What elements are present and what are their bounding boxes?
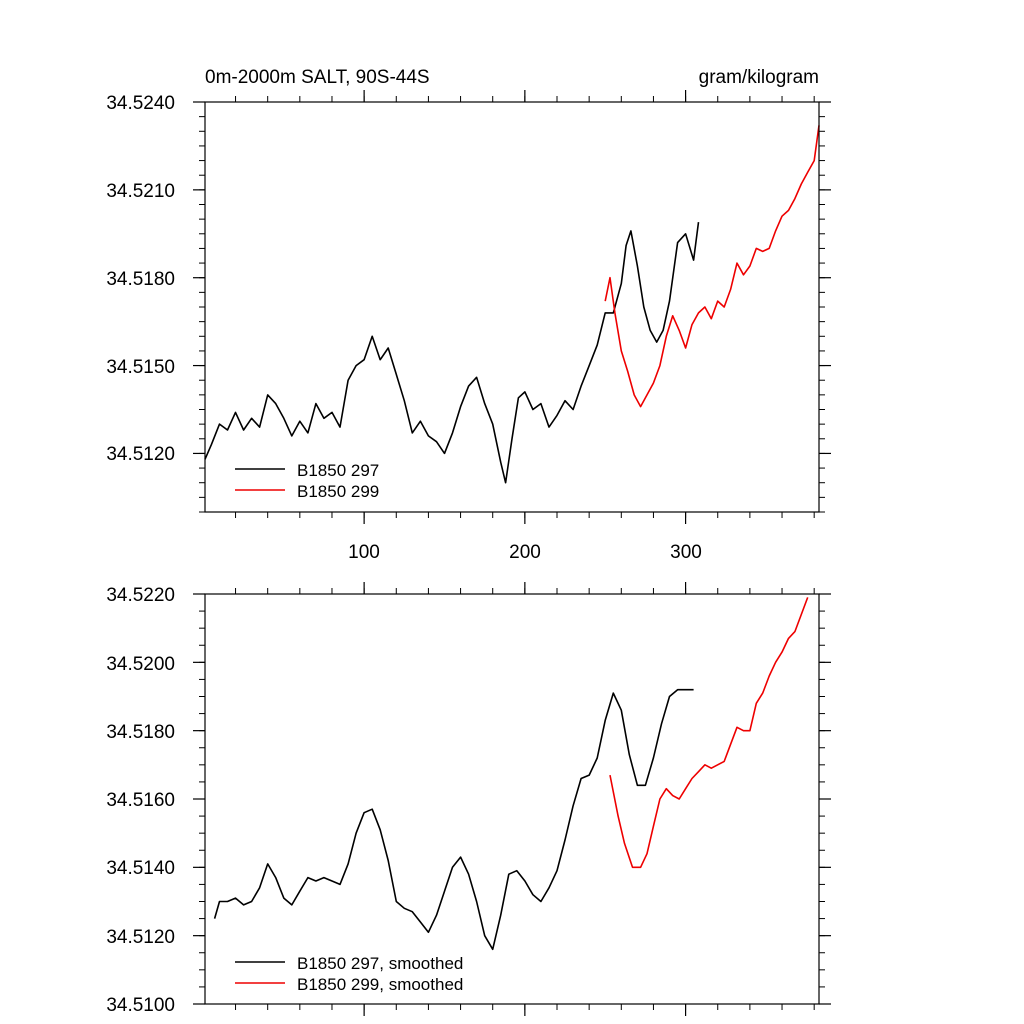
top-legend-label: B1850 297 xyxy=(297,461,379,480)
top-title-right: gram/kilogram xyxy=(699,67,819,88)
bottom-ytick-label: 34.5220 xyxy=(106,585,175,606)
top-series-b1850-297 xyxy=(204,221,700,484)
top-ytick-label: 34.5210 xyxy=(106,181,175,202)
top-ytick-label: 34.5150 xyxy=(106,357,175,378)
bottom-ytick-label: 34.5200 xyxy=(106,654,175,675)
bottom-plot-frame xyxy=(204,593,820,1005)
top-xtick-label: 100 xyxy=(348,542,380,563)
top-legend-label: B1850 299 xyxy=(297,482,379,501)
top-plot-frame xyxy=(204,101,820,513)
bottom-ytick-label: 34.5160 xyxy=(106,790,175,811)
bottom-ytick-label: 34.5180 xyxy=(106,722,175,743)
bottom-series-b1850-299-smoothed xyxy=(609,597,809,869)
bottom-series-b1850-297-smoothed xyxy=(213,688,694,951)
bottom-tick-marks xyxy=(193,582,831,1016)
bottom-legend-label: B1850 297, smoothed xyxy=(297,954,463,973)
top-ytick-label: 34.5240 xyxy=(106,93,175,114)
top-tick-marks xyxy=(193,90,831,524)
top-ytick-label: 34.5120 xyxy=(106,444,175,465)
bottom-panel: 34.5100 34.5120 34.5140 34.5160 34.5180 … xyxy=(106,582,831,1016)
top-title-left: 0m-2000m SALT, 90S-44S xyxy=(205,67,430,88)
top-xtick-label: 300 xyxy=(670,542,702,563)
top-ytick-label: 34.5180 xyxy=(106,269,175,290)
bottom-ytick-label: 34.5100 xyxy=(106,995,175,1016)
bottom-series-lines xyxy=(213,597,809,951)
top-series-b1850-299 xyxy=(604,125,820,408)
bottom-ytick-label: 34.5140 xyxy=(106,858,175,879)
bottom-ytick-label: 34.5120 xyxy=(106,927,175,948)
top-series-lines xyxy=(204,125,820,484)
bottom-legend-label: B1850 299, smoothed xyxy=(297,975,463,994)
top-panel: 0m-2000m SALT, 90S-44S gram/kilogram 34.… xyxy=(106,67,831,563)
top-xtick-label: 200 xyxy=(509,542,541,563)
